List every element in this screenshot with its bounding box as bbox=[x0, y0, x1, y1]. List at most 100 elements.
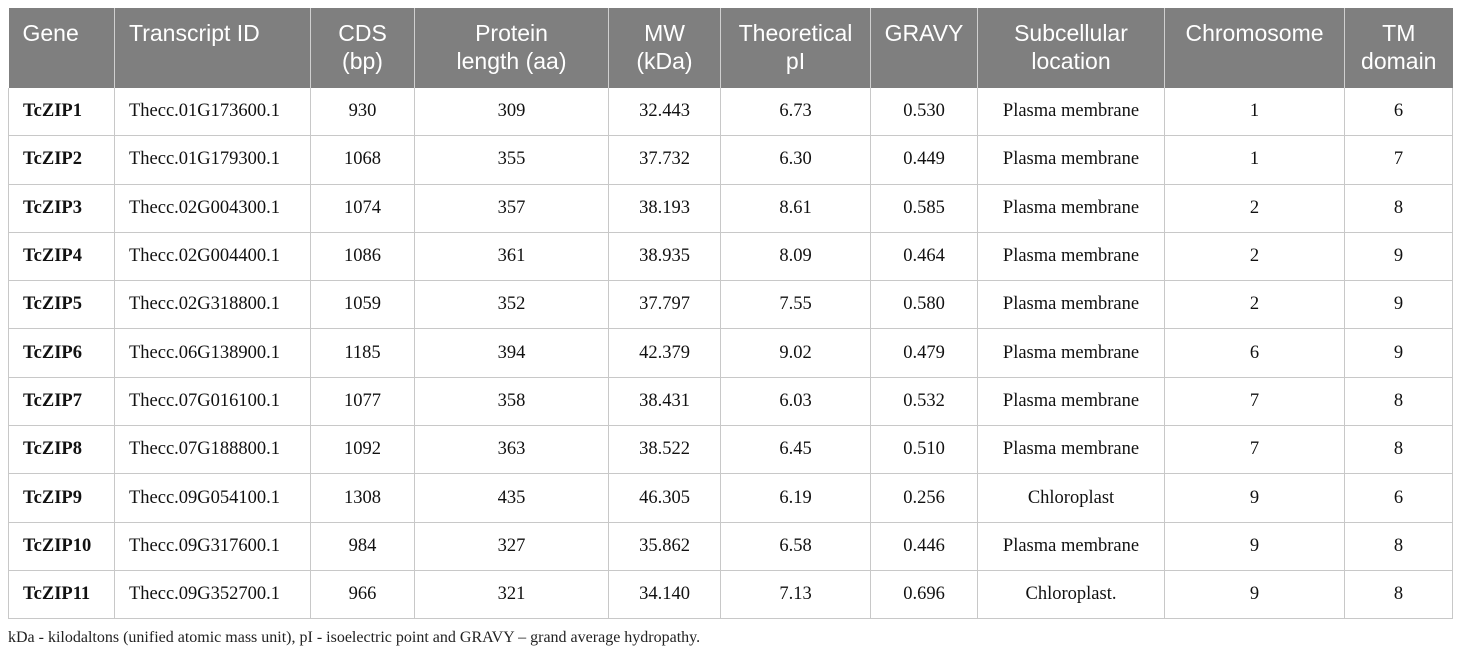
cell-tm-domain: 6 bbox=[1344, 473, 1453, 523]
table-row: TcZIP3 Thecc.02G004300.1 1074 357 38.193 8.61… bbox=[8, 184, 1453, 233]
cell-transcript-id: Thecc.02G004300.1 bbox=[114, 184, 311, 233]
cell-tm-domain: 9 bbox=[1344, 232, 1453, 282]
cell-gene: TcZIP10 bbox=[8, 522, 115, 571]
table-row: TcZIP4 Thecc.02G004400.1 1086 361 38.935 8.09… bbox=[8, 232, 1453, 282]
cell-chromosome: 9 bbox=[1164, 570, 1345, 620]
cell-theoretical-pi: 6.58 bbox=[720, 522, 871, 571]
cell-gene: TcZIP1 bbox=[8, 88, 115, 137]
column-header-transcript-id: Transcript ID bbox=[114, 8, 311, 88]
cell-gene: TcZIP5 bbox=[8, 280, 115, 330]
column-header-gene: Gene bbox=[8, 8, 115, 88]
cell-gravy: 0.532 bbox=[870, 377, 978, 427]
cell-mw: 37.797 bbox=[608, 280, 721, 330]
cell-transcript-id: Thecc.01G179300.1 bbox=[114, 135, 311, 185]
cell-tm-domain: 8 bbox=[1344, 377, 1453, 427]
cell-gravy: 0.510 bbox=[870, 425, 978, 475]
table-row: TcZIP2 Thecc.01G179300.1 1068 355 37.732 6.30… bbox=[8, 135, 1453, 185]
cell-theoretical-pi: 8.09 bbox=[720, 232, 871, 282]
cell-theoretical-pi: 6.03 bbox=[720, 377, 871, 427]
cell-mw: 38.431 bbox=[608, 377, 721, 427]
cell-protein-length: 358 bbox=[414, 377, 609, 427]
cell-subcellular-location: Plasma membrane bbox=[977, 232, 1165, 282]
cell-mw: 38.522 bbox=[608, 425, 721, 475]
cell-cds: 1092 bbox=[310, 425, 415, 475]
cell-chromosome: 6 bbox=[1164, 328, 1345, 378]
cell-theoretical-pi: 6.45 bbox=[720, 425, 871, 475]
cell-transcript-id: Thecc.06G138900.1 bbox=[114, 328, 311, 378]
cell-protein-length: 363 bbox=[414, 425, 609, 475]
cell-gene: TcZIP8 bbox=[8, 425, 115, 475]
cell-subcellular-location: Plasma membrane bbox=[977, 522, 1165, 571]
table-row: TcZIP9 Thecc.09G054100.1 1308 435 46.305 6.19… bbox=[8, 473, 1453, 523]
cell-cds: 930 bbox=[310, 88, 415, 137]
cell-gene: TcZIP4 bbox=[8, 232, 115, 282]
cell-mw: 35.862 bbox=[608, 522, 721, 571]
cell-tm-domain: 7 bbox=[1344, 135, 1453, 185]
table-row: TcZIP6 Thecc.06G138900.1 1185 394 42.379 9.02… bbox=[8, 328, 1453, 378]
column-header-cds: CDS (bp) bbox=[310, 8, 415, 88]
cell-gene: TcZIP3 bbox=[8, 184, 115, 233]
cell-gravy: 0.585 bbox=[870, 184, 978, 233]
cell-subcellular-location: Chloroplast bbox=[977, 473, 1165, 523]
cell-theoretical-pi: 6.73 bbox=[720, 88, 871, 137]
cell-gravy: 0.446 bbox=[870, 522, 978, 571]
cell-transcript-id: Thecc.09G317600.1 bbox=[114, 522, 311, 571]
cell-subcellular-location: Plasma membrane bbox=[977, 88, 1165, 137]
table-row: TcZIP1 Thecc.01G173600.1 930 309 32.443 6.73 0… bbox=[8, 88, 1453, 137]
column-header-tm-domain: TM domain bbox=[1344, 8, 1453, 88]
cell-cds: 984 bbox=[310, 522, 415, 571]
gene-table: Gene Transcript ID CDS (bp) Protein length… bbox=[8, 8, 1453, 620]
cell-protein-length: 327 bbox=[414, 522, 609, 571]
cell-subcellular-location: Plasma membrane bbox=[977, 135, 1165, 185]
cell-protein-length: 309 bbox=[414, 88, 609, 137]
table-row: TcZIP10 Thecc.09G317600.1 984 327 35.862 6.58… bbox=[8, 522, 1453, 571]
cell-gravy: 0.580 bbox=[870, 280, 978, 330]
cell-subcellular-location: Plasma membrane bbox=[977, 377, 1165, 427]
cell-cds: 966 bbox=[310, 570, 415, 620]
cell-theoretical-pi: 7.55 bbox=[720, 280, 871, 330]
cell-protein-length: 352 bbox=[414, 280, 609, 330]
column-header-theoretical-pi: Theoretical pI bbox=[720, 8, 871, 88]
cell-mw: 32.443 bbox=[608, 88, 721, 137]
cell-gravy: 0.464 bbox=[870, 232, 978, 282]
cell-cds: 1077 bbox=[310, 377, 415, 427]
cell-theoretical-pi: 8.61 bbox=[720, 184, 871, 233]
cell-gravy: 0.256 bbox=[870, 473, 978, 523]
cell-chromosome: 1 bbox=[1164, 135, 1345, 185]
cell-mw: 46.305 bbox=[608, 473, 721, 523]
cell-subcellular-location: Chloroplast. bbox=[977, 570, 1165, 620]
cell-gene: TcZIP6 bbox=[8, 328, 115, 378]
cell-gravy: 0.449 bbox=[870, 135, 978, 185]
cell-mw: 38.935 bbox=[608, 232, 721, 282]
cell-chromosome: 2 bbox=[1164, 280, 1345, 330]
cell-mw: 34.140 bbox=[608, 570, 721, 620]
cell-cds: 1185 bbox=[310, 328, 415, 378]
table-footnote: kDa - kilodaltons (unified atomic mass u… bbox=[8, 629, 701, 646]
cell-subcellular-location: Plasma membrane bbox=[977, 328, 1165, 378]
cell-transcript-id: Thecc.02G004400.1 bbox=[114, 232, 311, 282]
cell-cds: 1308 bbox=[310, 473, 415, 523]
table-row: TcZIP5 Thecc.02G318800.1 1059 352 37.797 7.55… bbox=[8, 280, 1453, 330]
column-header-subcellular-location: Subcellular location bbox=[977, 8, 1165, 88]
column-header-gravy: GRAVY bbox=[870, 8, 978, 88]
cell-tm-domain: 9 bbox=[1344, 280, 1453, 330]
cell-cds: 1068 bbox=[310, 135, 415, 185]
cell-tm-domain: 8 bbox=[1344, 184, 1453, 233]
cell-theoretical-pi: 9.02 bbox=[720, 328, 871, 378]
cell-subcellular-location: Plasma membrane bbox=[977, 184, 1165, 233]
cell-tm-domain: 6 bbox=[1344, 88, 1453, 137]
cell-gene: TcZIP2 bbox=[8, 135, 115, 185]
cell-chromosome: 1 bbox=[1164, 88, 1345, 137]
cell-mw: 37.732 bbox=[608, 135, 721, 185]
cell-cds: 1059 bbox=[310, 280, 415, 330]
table-row: TcZIP8 Thecc.07G188800.1 1092 363 38.522 6.45… bbox=[8, 425, 1453, 475]
table-container: Gene Transcript ID CDS (bp) Protein length… bbox=[8, 8, 1453, 620]
cell-transcript-id: Thecc.01G173600.1 bbox=[114, 88, 311, 137]
cell-chromosome: 9 bbox=[1164, 473, 1345, 523]
cell-gravy: 0.696 bbox=[870, 570, 978, 620]
cell-chromosome: 7 bbox=[1164, 425, 1345, 475]
cell-tm-domain: 8 bbox=[1344, 425, 1453, 475]
cell-protein-length: 355 bbox=[414, 135, 609, 185]
cell-mw: 42.379 bbox=[608, 328, 721, 378]
column-header-chromosome: Chromosome bbox=[1164, 8, 1345, 88]
